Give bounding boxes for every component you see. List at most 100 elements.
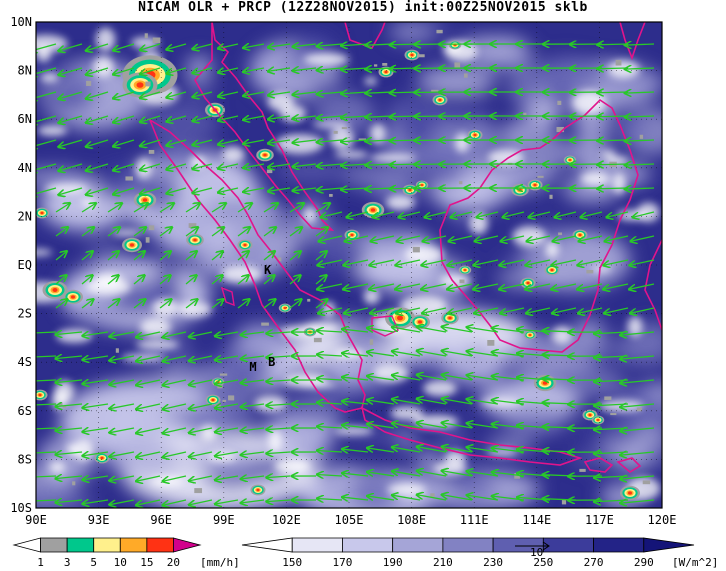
wind-arrow (240, 332, 265, 335)
wind-arrow (86, 115, 109, 123)
wind-arrow (317, 331, 343, 332)
longitude-tick-label: 102E (272, 513, 301, 527)
wind-arrow (82, 356, 109, 360)
wind-arrow (215, 356, 239, 360)
wind-arrow (367, 376, 395, 380)
wind-arrow (342, 425, 369, 428)
wind-arrow (215, 428, 239, 432)
wind-arrow (82, 332, 109, 336)
wind-arrow (597, 140, 629, 141)
wind-arrow (58, 187, 83, 195)
wind-arrow (316, 92, 343, 94)
wind-arrow (215, 500, 239, 504)
wind-arrow (341, 68, 369, 70)
wind-arrow (218, 44, 239, 49)
wind-arrow (318, 235, 343, 241)
wind-arrow (342, 353, 369, 356)
wind-arrow (528, 211, 551, 217)
coastline-java (360, 406, 583, 466)
olr-colorbar-swatch (593, 537, 645, 553)
wind-arrow (113, 187, 135, 195)
wind-arrow (82, 476, 109, 480)
wind-arrow (316, 116, 343, 118)
wind-arrow (211, 203, 226, 213)
olr-colorbar-label: 170 (333, 556, 353, 569)
wind-arrow (185, 227, 198, 237)
wind-arrow (317, 499, 343, 500)
wind-arrow (473, 283, 499, 289)
map-field (36, 22, 662, 508)
wind-arrow (243, 140, 265, 144)
wind-arrow (55, 452, 83, 455)
wind-arrow (240, 476, 265, 479)
wind-arrow (192, 43, 213, 49)
wind-arrow (189, 331, 213, 337)
wind-arrow (263, 227, 276, 237)
olr-colorbar-label: 290 (634, 556, 654, 569)
wind-arrow (166, 187, 187, 194)
wind-arrow (36, 115, 57, 123)
wind-arrow (343, 283, 369, 289)
wind-arrow (606, 211, 629, 217)
coastline-sumatra-west (148, 118, 366, 413)
wind-arrow (447, 283, 473, 289)
wind-arrow (289, 203, 304, 213)
wind-arrow (136, 331, 161, 337)
wind-arrow (342, 401, 369, 404)
wind-arrow (342, 449, 369, 452)
wind-arrow (218, 68, 239, 73)
wind-arrow (243, 44, 265, 48)
wind-arrow (109, 499, 135, 505)
wind-arrow (36, 139, 57, 147)
latitude-tick-label: 2N (18, 209, 32, 223)
wind-arrow (578, 307, 603, 313)
wind-arrow (367, 328, 395, 332)
wind-arrow (136, 475, 161, 481)
precip-colorbar-swatch (119, 537, 148, 553)
wind-arrow (81, 251, 93, 261)
wind-arrow (86, 139, 109, 147)
wind-arrow (185, 251, 197, 261)
precip-colorbar-swatch (93, 537, 121, 553)
wind-arrow (316, 68, 343, 70)
wind-arrow (189, 427, 213, 433)
wind-arrow (133, 227, 146, 237)
wind-arrow (266, 356, 291, 358)
wind-arrow (58, 163, 83, 171)
wind-arrow (55, 500, 83, 503)
wind-arrow (189, 355, 213, 361)
wind-arrow (109, 355, 135, 361)
coastline-philippines (619, 22, 646, 61)
wind-arrow (113, 91, 135, 99)
precip-colorbar-label: 15 (140, 556, 153, 569)
wind-arrow (620, 452, 655, 455)
precip-colorbar-swatch (146, 537, 174, 553)
wind-arrow (113, 43, 135, 51)
precip-unit-label: [mm/h] (200, 556, 240, 569)
wind-arrow (86, 67, 109, 75)
wind-arrow (36, 379, 57, 382)
wind-arrow (343, 259, 369, 265)
wind-arrow (55, 332, 83, 335)
wind-arrow (474, 307, 499, 313)
wind-arrow (344, 307, 369, 313)
wind-arrow (577, 259, 603, 265)
wind-arrow (81, 299, 94, 309)
coastline-siberut (220, 286, 235, 307)
wind-arrow (367, 400, 395, 404)
latitude-tick-label: 10S (10, 501, 32, 515)
wind-arrow (133, 251, 145, 261)
wind-arrow (632, 211, 655, 217)
wind-arrow (215, 332, 239, 336)
wind-arrow (448, 235, 473, 241)
wind-arrow (218, 116, 239, 121)
wind-arrow (113, 139, 135, 147)
wind-arrow (136, 355, 161, 361)
wind-arrow (341, 188, 369, 190)
wind-arrow (82, 428, 109, 432)
wind-arrow (159, 251, 171, 261)
wind-arrow (268, 116, 291, 119)
wind-arrow (370, 235, 395, 241)
wind-arrow (620, 332, 655, 335)
